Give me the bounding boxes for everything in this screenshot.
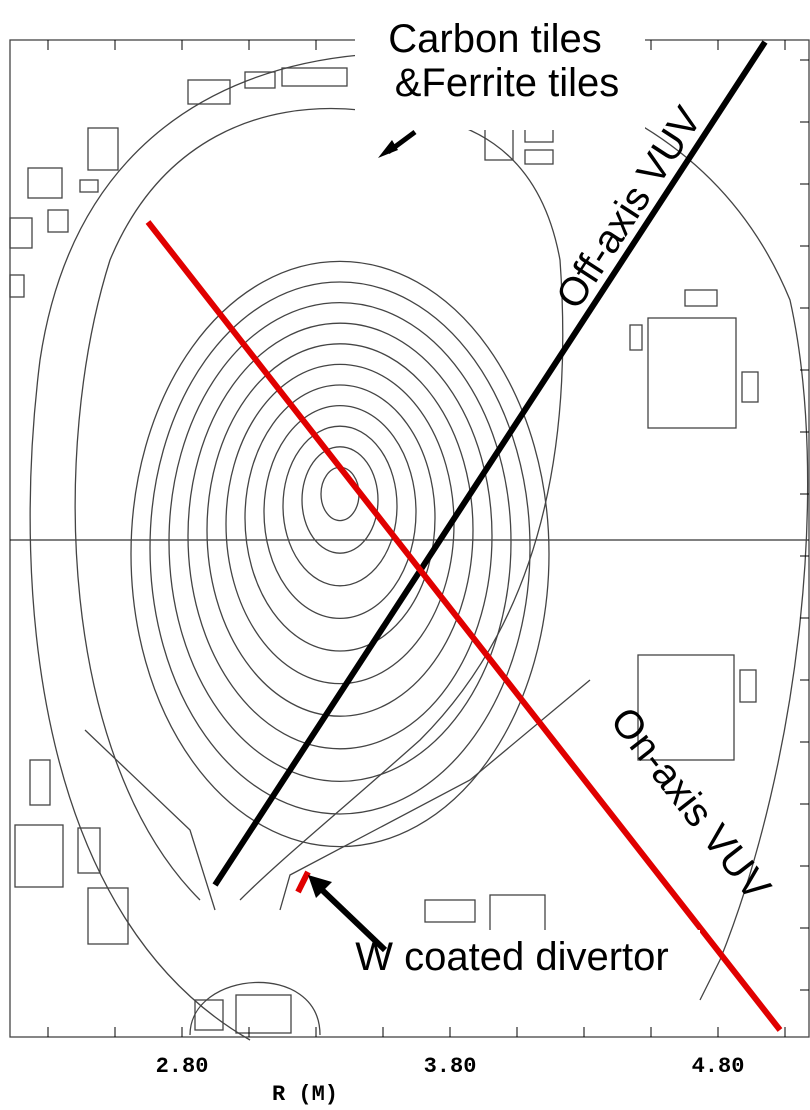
tick-marks bbox=[47, 40, 809, 1037]
coil bbox=[189, 981, 321, 1036]
coils bbox=[9, 67, 759, 1034]
annotation: &Ferrite tiles bbox=[395, 61, 620, 105]
divertor-plates bbox=[84, 679, 591, 911]
flux-surface bbox=[263, 404, 417, 620]
flux-surface bbox=[187, 322, 493, 750]
w-coating bbox=[295, 870, 311, 894]
flux-surface bbox=[301, 446, 379, 554]
arrow-head bbox=[308, 875, 332, 898]
flux-surface bbox=[130, 260, 550, 848]
axis-label: R (M) bbox=[272, 1082, 338, 1107]
flux-surface bbox=[244, 384, 436, 652]
on-axis-line bbox=[145, 220, 783, 1032]
flux-surface bbox=[320, 466, 360, 522]
tick-label: 4.80 bbox=[692, 1054, 745, 1079]
flux-surface bbox=[206, 343, 474, 717]
annotation: Off-axis VUV bbox=[548, 99, 711, 316]
vessel bbox=[29, 54, 809, 1041]
frame bbox=[9, 39, 810, 1038]
label-bg bbox=[355, 20, 645, 130]
arrow bbox=[317, 885, 388, 953]
tick-label: 3.80 bbox=[424, 1054, 477, 1079]
annotation: W coated divertor bbox=[355, 935, 668, 979]
flux-surfaces bbox=[130, 260, 550, 848]
arrow-head bbox=[378, 140, 398, 158]
off-axis-line bbox=[212, 40, 768, 887]
annotation: On-axis VUV bbox=[602, 699, 779, 909]
annotation: Carbon tiles bbox=[388, 17, 601, 61]
label-bg bbox=[325, 930, 700, 980]
flux-surface bbox=[168, 301, 512, 783]
tick-label: 2.80 bbox=[156, 1054, 209, 1079]
flux-surface bbox=[149, 281, 531, 815]
flux-surface bbox=[225, 363, 455, 685]
flux-surface bbox=[282, 425, 398, 587]
